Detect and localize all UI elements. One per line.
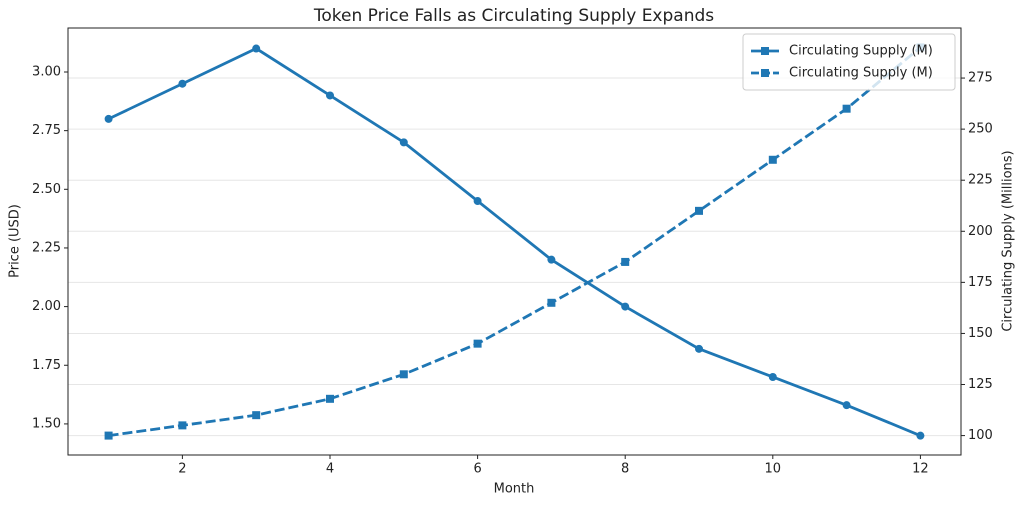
y-tick-label: 1.75	[32, 358, 61, 373]
x-tick-label: 10	[765, 462, 782, 477]
y2-tick-label: 175	[968, 275, 993, 290]
series-line	[108, 46, 922, 437]
marker	[547, 255, 556, 264]
marker	[178, 421, 187, 430]
x-axis-label: Month	[494, 482, 535, 497]
y-tick-label: 1.50	[32, 416, 61, 431]
marker	[842, 104, 851, 113]
chart-title: Token Price Falls as Circulating Supply …	[313, 6, 714, 26]
y2-tick-label: 125	[968, 377, 993, 392]
marker	[325, 394, 334, 403]
marker	[325, 91, 334, 100]
marker	[916, 431, 925, 440]
y-tick-label: 3.00	[32, 64, 61, 79]
x-tick-label: 6	[473, 462, 481, 477]
y-tick-label: 2.50	[32, 182, 61, 197]
marker	[104, 431, 113, 440]
y2-tick-label: 225	[968, 173, 993, 188]
legend: Circulating Supply (M) Circulating Supply…	[742, 33, 956, 91]
marker	[473, 339, 482, 348]
legend-label: Circulating Supply (M)	[789, 66, 933, 81]
x-tick-label: 8	[621, 462, 629, 477]
legend-marker	[761, 69, 769, 77]
marker	[399, 370, 408, 379]
marker	[547, 298, 556, 307]
x-tick-label: 4	[326, 462, 334, 477]
marker	[621, 257, 630, 266]
y2-tick-label: 150	[968, 326, 993, 341]
y2-tick-label: 250	[968, 122, 993, 137]
legend-box	[742, 33, 956, 91]
y-tick-label: 2.25	[32, 240, 61, 255]
series-line	[107, 46, 921, 437]
marker	[842, 401, 851, 410]
legend-marker	[761, 47, 769, 55]
x-tick-label: 2	[178, 462, 186, 477]
y2-tick-label: 200	[968, 224, 993, 239]
x-tick-label: 12	[912, 462, 929, 477]
y2-tick-label: 100	[968, 428, 993, 443]
marker	[768, 155, 777, 164]
marker	[252, 44, 261, 53]
marker	[399, 138, 408, 147]
marker	[252, 411, 261, 420]
y-tick-label: 2.00	[32, 299, 61, 314]
marker	[768, 372, 777, 381]
legend-label: Circulating Supply (M)	[789, 44, 933, 59]
marker	[695, 206, 704, 215]
marker	[695, 344, 704, 353]
marker	[104, 114, 113, 123]
marker	[473, 197, 482, 206]
marker	[621, 302, 630, 311]
marker	[178, 79, 187, 88]
y2-axis-label: Circulating Supply (Millions)	[1001, 150, 1016, 331]
y-tick-label: 2.75	[32, 123, 61, 138]
y2-tick-label: 275	[968, 71, 993, 86]
y-axis-label: Price (USD)	[8, 204, 23, 278]
plot-frame	[67, 27, 962, 456]
